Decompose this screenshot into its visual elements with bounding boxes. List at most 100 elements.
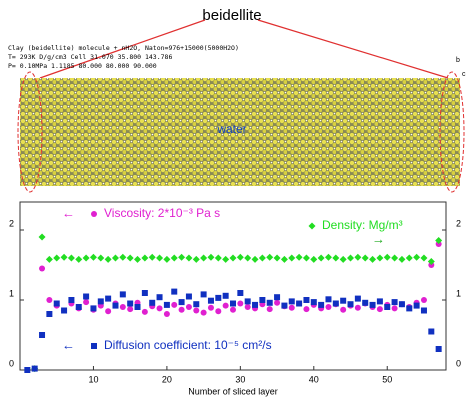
point bbox=[391, 299, 398, 306]
point bbox=[384, 304, 391, 310]
x-tick-label: 10 bbox=[88, 374, 98, 384]
point bbox=[156, 254, 164, 262]
point bbox=[193, 301, 200, 308]
point bbox=[171, 301, 178, 308]
point bbox=[97, 298, 104, 305]
point bbox=[215, 308, 222, 315]
point bbox=[340, 306, 347, 313]
point bbox=[53, 300, 60, 307]
point bbox=[214, 254, 222, 262]
point bbox=[31, 365, 38, 372]
header-line: Clay (beidellite) molecule + nH2O, Naton… bbox=[8, 44, 239, 52]
point bbox=[171, 288, 178, 295]
point bbox=[310, 255, 318, 263]
point bbox=[156, 294, 163, 301]
point bbox=[119, 291, 126, 298]
point bbox=[332, 300, 339, 307]
point bbox=[229, 254, 237, 262]
arrow: ← bbox=[62, 337, 75, 352]
pointer-line bbox=[39, 19, 206, 79]
simulation-cell bbox=[20, 78, 460, 186]
point bbox=[112, 302, 119, 309]
point bbox=[288, 298, 295, 305]
point bbox=[361, 254, 369, 262]
point bbox=[259, 297, 266, 303]
point bbox=[310, 299, 317, 306]
point bbox=[281, 302, 288, 309]
point bbox=[383, 253, 391, 261]
point bbox=[185, 293, 192, 300]
point bbox=[295, 253, 303, 261]
header-line: T= 293K D/g/cm3 Cell 31.070 35.800 143.7… bbox=[8, 53, 172, 61]
point bbox=[274, 299, 281, 306]
point bbox=[141, 290, 148, 296]
point bbox=[207, 253, 215, 261]
y-tick-label: 0 bbox=[9, 358, 14, 368]
point bbox=[53, 254, 61, 262]
point bbox=[163, 255, 171, 263]
point bbox=[252, 301, 259, 308]
point bbox=[111, 254, 119, 262]
point bbox=[46, 297, 53, 303]
point bbox=[405, 254, 413, 262]
point bbox=[318, 301, 325, 308]
point bbox=[280, 255, 288, 263]
point bbox=[75, 255, 83, 263]
point bbox=[302, 254, 310, 262]
point bbox=[237, 290, 244, 296]
point bbox=[222, 292, 229, 299]
point bbox=[90, 305, 97, 312]
point bbox=[391, 254, 399, 262]
legend-marker bbox=[308, 222, 316, 230]
point bbox=[170, 254, 178, 262]
point bbox=[347, 254, 355, 262]
point bbox=[119, 304, 126, 310]
point bbox=[420, 254, 428, 262]
point bbox=[376, 298, 383, 305]
point bbox=[435, 237, 443, 244]
point bbox=[67, 254, 75, 262]
point bbox=[97, 254, 105, 262]
highlight bbox=[439, 71, 465, 193]
point bbox=[237, 300, 244, 307]
point bbox=[369, 301, 376, 308]
point bbox=[134, 255, 142, 263]
x-tick-label: 40 bbox=[309, 374, 319, 384]
y-tick-label: 1 bbox=[9, 288, 14, 298]
point bbox=[39, 332, 46, 338]
point bbox=[258, 254, 266, 262]
point bbox=[398, 301, 405, 308]
point bbox=[141, 308, 148, 315]
point bbox=[192, 255, 200, 263]
legend-marker bbox=[91, 211, 97, 217]
point bbox=[420, 297, 427, 303]
point bbox=[398, 255, 406, 263]
point bbox=[104, 255, 112, 263]
point bbox=[215, 294, 222, 301]
point bbox=[156, 305, 163, 312]
axis-label: b bbox=[456, 57, 460, 64]
point bbox=[362, 299, 369, 306]
point bbox=[207, 304, 214, 311]
point bbox=[141, 254, 149, 262]
point bbox=[134, 304, 141, 310]
water-label: water bbox=[216, 122, 246, 136]
point bbox=[339, 255, 347, 263]
point bbox=[89, 253, 97, 261]
point bbox=[148, 253, 156, 261]
y2-tick-label: 2 bbox=[456, 218, 461, 228]
point bbox=[38, 233, 46, 241]
point bbox=[83, 293, 90, 300]
point bbox=[163, 301, 170, 308]
point bbox=[68, 297, 75, 303]
x-tick-label: 50 bbox=[382, 374, 392, 384]
point bbox=[200, 254, 208, 262]
point bbox=[413, 253, 421, 261]
pointer-line bbox=[257, 19, 449, 79]
point bbox=[266, 299, 273, 306]
legend-label: Diffusion coefficient: 10⁻⁵ cm²/s bbox=[104, 338, 272, 352]
arrow: → bbox=[372, 231, 385, 246]
point bbox=[178, 299, 185, 306]
point bbox=[83, 299, 90, 306]
point bbox=[105, 308, 112, 315]
